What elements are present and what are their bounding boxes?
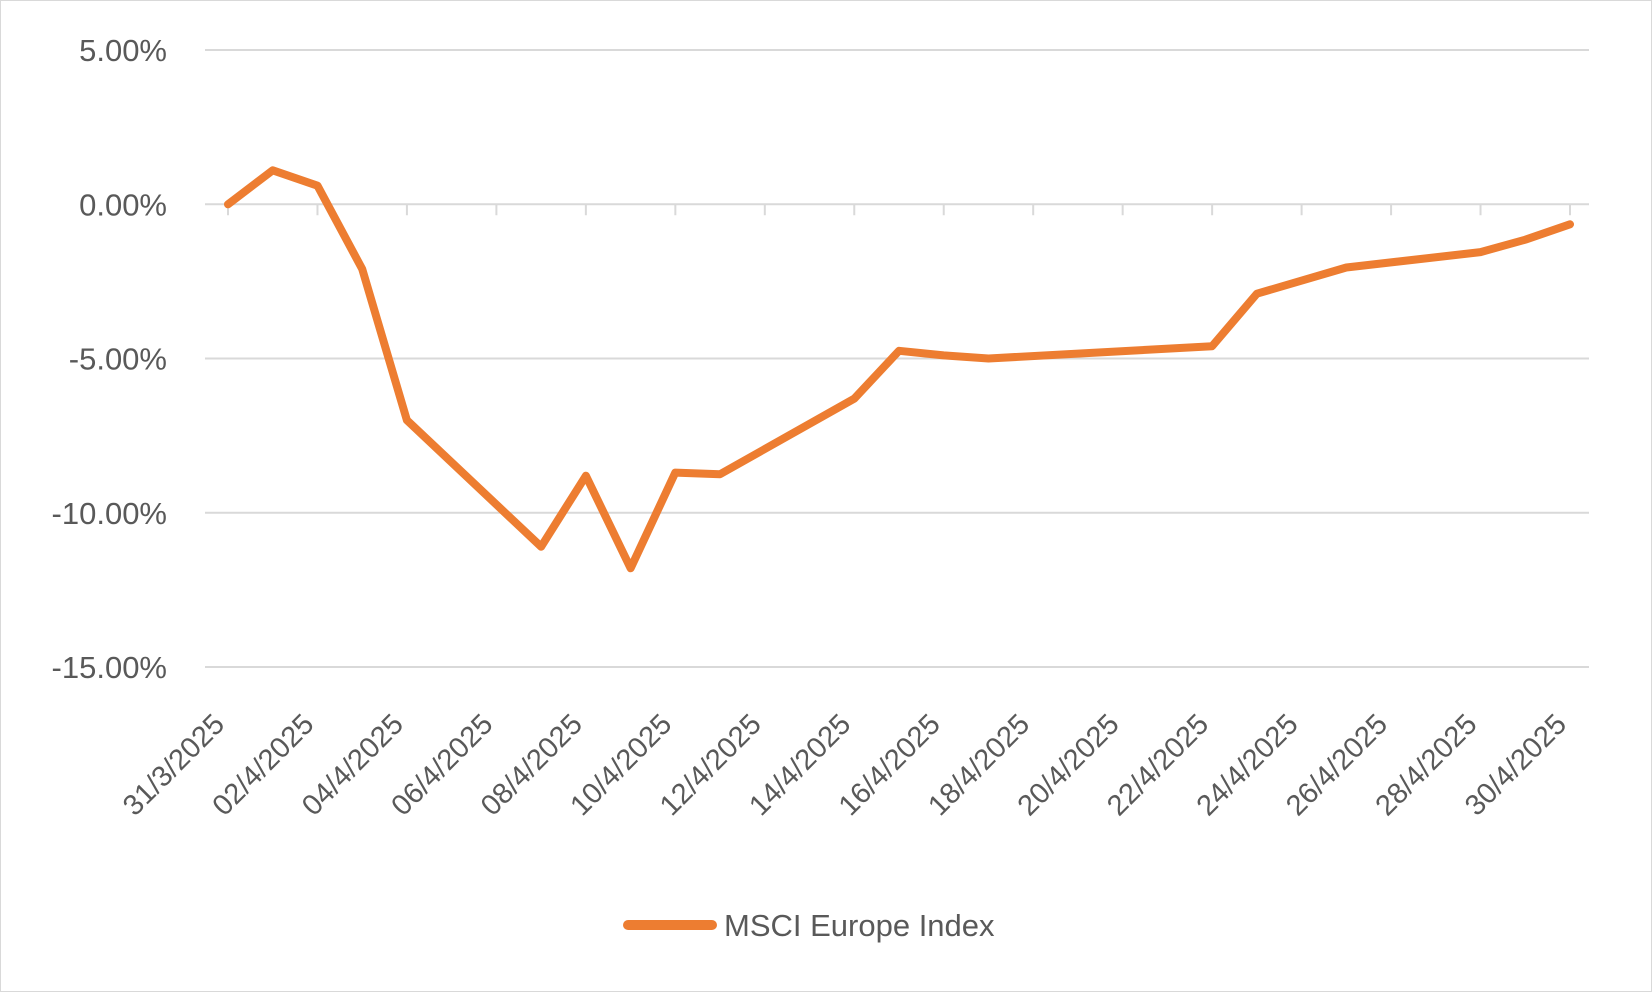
legend: MSCI Europe Index: [623, 908, 995, 943]
y-axis-labels: 5.00% 0.00% -5.00% -10.00% -15.00%: [52, 33, 167, 685]
x-axis-labels: 31/3/202502/4/202504/4/202506/4/202508/4…: [117, 708, 1573, 822]
y-tick-label: 5.00%: [79, 33, 167, 68]
x-axis-ticks: [227, 204, 1571, 216]
y-tick-label: 0.00%: [79, 187, 167, 222]
y-tick-label: -15.00%: [52, 650, 167, 685]
series-lines: [224, 166, 1574, 573]
legend-label: MSCI Europe Index: [724, 908, 995, 943]
gridlines: [205, 49, 1589, 668]
series-line: [224, 166, 1574, 573]
y-tick-label: -10.00%: [52, 496, 167, 531]
y-tick-label: -5.00%: [69, 342, 167, 377]
